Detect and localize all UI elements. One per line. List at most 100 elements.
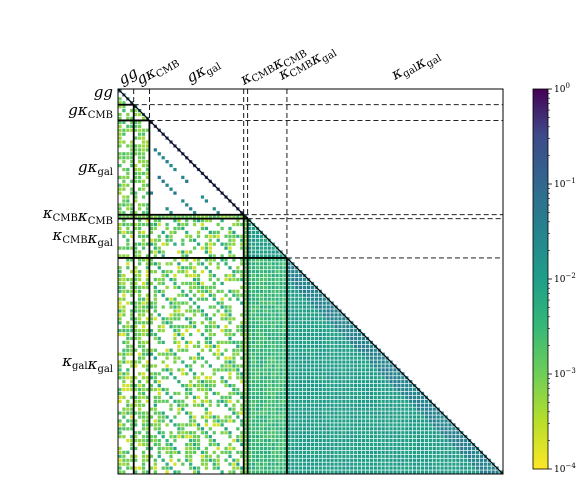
heatmap-cell xyxy=(299,427,303,431)
heatmap-cell xyxy=(165,222,169,227)
heatmap-cell xyxy=(409,403,413,407)
heatmap-cell xyxy=(130,108,134,113)
heatmap-cell xyxy=(287,360,291,364)
heatmap-cell xyxy=(295,305,299,309)
heatmap-cell xyxy=(247,368,252,372)
heatmap-cell xyxy=(161,376,165,380)
heatmap-cell xyxy=(279,442,283,447)
heatmap-cell xyxy=(295,356,299,360)
heatmap-cell xyxy=(401,395,405,400)
heatmap-cell xyxy=(381,442,385,447)
heatmap-cell xyxy=(267,301,271,305)
heatmap-cell xyxy=(247,399,252,403)
heatmap-cell xyxy=(357,470,362,474)
heatmap-cell xyxy=(381,435,385,439)
heatmap-cell xyxy=(149,262,154,266)
heatmap-cell xyxy=(263,317,267,321)
heatmap-cell xyxy=(137,112,142,117)
heatmap-cell xyxy=(357,332,362,337)
heatmap-cell xyxy=(247,446,252,451)
heatmap-cell xyxy=(393,470,397,474)
heatmap-cell xyxy=(122,380,126,384)
heatmap-cell xyxy=(357,395,362,400)
heatmap-cell xyxy=(173,446,177,451)
heatmap-cell xyxy=(271,332,275,337)
heatmap-cell xyxy=(330,438,334,443)
heatmap-cell xyxy=(287,407,291,411)
heatmap-cell xyxy=(420,419,425,423)
heatmap-cell xyxy=(263,454,267,458)
heatmap-cell xyxy=(424,423,429,427)
heatmap-cell xyxy=(275,466,279,470)
heatmap-cell xyxy=(267,399,271,403)
heatmap-cell xyxy=(302,399,307,403)
heatmap-cell xyxy=(177,458,181,462)
heatmap-cell xyxy=(291,458,295,462)
heatmap-cell xyxy=(236,466,240,470)
heatmap-cell xyxy=(232,242,236,246)
heatmap-cell xyxy=(118,273,122,278)
heatmap-cell xyxy=(145,395,150,400)
heatmap-cell xyxy=(240,407,244,411)
heatmap-cell xyxy=(189,262,193,266)
heatmap-cell xyxy=(279,383,283,388)
heatmap-cell xyxy=(130,403,134,407)
heatmap-cell xyxy=(137,301,142,305)
heatmap-cell xyxy=(240,470,244,474)
heatmap-cell xyxy=(173,297,177,301)
heatmap-cell xyxy=(409,407,413,411)
heatmap-cell xyxy=(232,411,236,415)
heatmap-cell xyxy=(251,262,256,266)
heatmap-cell xyxy=(157,246,161,250)
heatmap-cell xyxy=(314,340,319,345)
heatmap-cell xyxy=(236,222,240,227)
heatmap-cell xyxy=(165,317,169,321)
heatmap-cell xyxy=(263,250,267,254)
heatmap-cell xyxy=(189,391,193,396)
heatmap-cell xyxy=(283,348,287,352)
heatmap-cell xyxy=(181,226,185,231)
heatmap-cell xyxy=(185,442,189,447)
heatmap-cell xyxy=(267,258,271,262)
heatmap-cell xyxy=(165,387,169,392)
heatmap-cell xyxy=(416,395,421,400)
heatmap-cell xyxy=(251,454,256,458)
heatmap-cell xyxy=(200,218,205,223)
heatmap-cell xyxy=(169,277,173,282)
heatmap-cell xyxy=(130,187,134,191)
heatmap-cell xyxy=(302,281,307,286)
heatmap-cell xyxy=(134,446,138,451)
heatmap-cell xyxy=(326,380,330,384)
heatmap-cell xyxy=(350,325,354,329)
heatmap-cell xyxy=(393,435,397,439)
heatmap-cell xyxy=(255,281,260,286)
heatmap-cell xyxy=(306,435,311,439)
heatmap-cell xyxy=(122,297,126,301)
heatmap-cell xyxy=(361,356,366,360)
heatmap-cell xyxy=(318,454,322,458)
heatmap-cell xyxy=(350,419,354,423)
heatmap-cell xyxy=(240,293,244,297)
heatmap-cell xyxy=(354,352,358,356)
heatmap-cell xyxy=(271,387,275,392)
heatmap-cell xyxy=(326,344,330,348)
heatmap-cell xyxy=(204,399,209,403)
heatmap-cell xyxy=(157,411,161,415)
heatmap-cell xyxy=(145,431,150,435)
heatmap-cell xyxy=(440,427,444,431)
heatmap-cell xyxy=(377,462,381,466)
heatmap-cell xyxy=(122,289,126,293)
heatmap-cell xyxy=(464,438,468,443)
heatmap-cell xyxy=(118,203,122,207)
heatmap-cell xyxy=(224,215,228,219)
heatmap-cell xyxy=(255,427,260,431)
heatmap-cell xyxy=(299,376,303,380)
heatmap-cell xyxy=(181,293,185,297)
heatmap-cell xyxy=(255,266,260,270)
heatmap-cell xyxy=(389,372,393,376)
heatmap-cell xyxy=(377,411,381,415)
heatmap-cell xyxy=(126,407,130,411)
heatmap-cell xyxy=(420,403,425,407)
heatmap-cell xyxy=(381,446,385,451)
heatmap-cell xyxy=(247,270,252,274)
